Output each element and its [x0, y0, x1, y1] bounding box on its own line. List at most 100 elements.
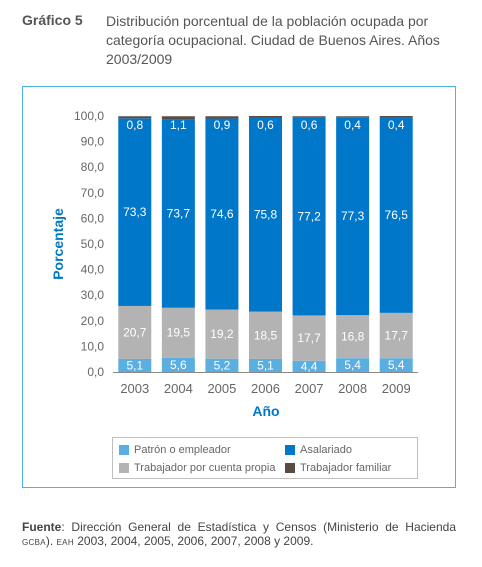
data-label: 5,1 — [257, 358, 274, 372]
legend-label: Asalariado — [300, 444, 352, 456]
x-tick-label: 2009 — [382, 381, 411, 396]
bar-segment — [205, 358, 239, 372]
data-label: 18,5 — [254, 328, 278, 342]
bar-segment — [118, 358, 152, 372]
source-gcba: GCBA — [22, 538, 46, 547]
source-label: Fuente — [22, 520, 62, 534]
x-axis-label: Año — [252, 403, 279, 419]
x-tick-label: 2004 — [164, 381, 193, 396]
y-tick-label: 40,0 — [81, 263, 105, 277]
data-label: 5,2 — [214, 358, 231, 372]
y-tick-label: 70,0 — [81, 186, 105, 200]
data-label: 0,8 — [126, 118, 143, 132]
bar-segment — [292, 116, 326, 118]
bar-segment — [379, 117, 413, 313]
data-label: 77,3 — [341, 209, 365, 223]
bar-segment — [205, 118, 239, 310]
data-label: 0,6 — [257, 118, 274, 132]
data-label: 4,4 — [301, 359, 318, 373]
data-label: 5,4 — [344, 358, 361, 372]
y-axis-ticks: 0,0 10,0 20,0 30,0 40,0 50,0 60,0 70,0 80,0 90,0 1… — [74, 109, 104, 379]
source-text-3: 2003, 2004, 2005, 2006, 2007, 2008 y 200… — [73, 534, 314, 548]
y-tick-label: 100,0 — [74, 109, 104, 123]
bar-segment — [292, 315, 326, 361]
bar-segment — [336, 315, 370, 359]
y-tick-label: 20,0 — [81, 314, 105, 328]
y-tick-label: 60,0 — [81, 211, 105, 225]
bar-segment — [118, 116, 152, 119]
data-label: 16,8 — [341, 330, 365, 344]
bar-segment — [249, 358, 282, 372]
legend-swatch — [119, 445, 129, 455]
bar-segment — [379, 312, 413, 359]
data-label: 0,4 — [344, 118, 361, 132]
data-label: 20,7 — [123, 325, 147, 339]
legend-label: Trabajador familiar — [300, 462, 392, 474]
bar-segment — [118, 305, 152, 359]
x-tick-label: 2007 — [295, 381, 324, 396]
source-text-1: : Dirección General de Estadística y Cen… — [61, 520, 456, 534]
data-label: 0,9 — [214, 118, 231, 132]
bar-segment — [249, 117, 282, 312]
source-eah: EAH — [56, 538, 74, 547]
x-tick-label: 2003 — [120, 381, 149, 396]
y-tick-label: 30,0 — [81, 288, 105, 302]
legend-item: Trabajador por cuenta propia — [119, 462, 275, 474]
legend-swatch — [119, 463, 129, 473]
x-axis-ticks: 2003 2004 2005 2006 2007 2008 2009 — [120, 381, 410, 396]
bar-segment — [161, 116, 195, 120]
bar-segment — [292, 117, 326, 316]
data-label: 75,8 — [254, 208, 278, 222]
bar-group: 5,1 20,7 73,3 0,8 5,6 19,5 73,7 1,1 5,2 19,2 74,6 0… — [118, 116, 413, 373]
data-label: 76,5 — [385, 208, 409, 222]
bar-segment — [249, 311, 282, 359]
y-tick-label: 90,0 — [81, 135, 105, 149]
data-label: 5,6 — [170, 358, 187, 372]
y-tick-label: 0,0 — [87, 365, 104, 379]
data-label: 17,7 — [297, 331, 321, 345]
y-tick-label: 50,0 — [81, 237, 105, 251]
bar-segment — [118, 118, 152, 306]
legend-swatch — [285, 463, 295, 473]
bar-segment — [205, 309, 239, 359]
data-label: 0,4 — [388, 118, 405, 132]
y-tick-label: 10,0 — [81, 339, 105, 353]
bar-segment — [336, 117, 370, 316]
bar-segment — [249, 116, 282, 118]
data-label: 19,2 — [210, 327, 234, 341]
chart-title: Distribución porcentual de la población … — [106, 13, 440, 67]
x-tick-label: 2006 — [251, 381, 280, 396]
data-label: 5,1 — [126, 358, 143, 372]
x-tick-label: 2005 — [207, 381, 236, 396]
x-tick-label: 2008 — [338, 381, 367, 396]
y-tick-label: 80,0 — [81, 160, 105, 174]
chart-frame — [22, 86, 456, 488]
data-label: 77,2 — [297, 210, 321, 224]
legend-label: Trabajador por cuenta propia — [134, 462, 276, 474]
bar-segment — [205, 116, 239, 119]
legend-swatch — [285, 445, 295, 455]
bar-segment — [379, 358, 413, 372]
y-axis-label: Porcentaje — [50, 208, 66, 280]
bar-segment — [336, 358, 370, 372]
bar-segment — [161, 307, 195, 358]
legend-label: Patrón o empleador — [134, 444, 231, 456]
source-text-2: ). — [45, 534, 57, 548]
data-label: 0,6 — [301, 118, 318, 132]
legend-item: Patrón o empleador — [119, 444, 231, 456]
bar-segment — [161, 357, 195, 372]
data-label: 19,5 — [167, 326, 191, 340]
data-label: 1,1 — [170, 118, 187, 132]
data-label: 17,7 — [385, 329, 409, 343]
chart-legend: Patrón o empleador Asalariado Trabajador p… — [112, 437, 418, 479]
bar-segment — [161, 119, 195, 308]
legend-item: Asalariado — [285, 444, 352, 456]
legend-item: Trabajador familiar — [285, 462, 391, 474]
data-label: 5,4 — [388, 358, 405, 372]
data-label: 73,3 — [123, 205, 147, 219]
data-label: 74,6 — [210, 207, 234, 221]
bar-segment — [336, 116, 370, 118]
source-note: Fuente: Dirección General de Estadística… — [22, 520, 456, 550]
bar-segment — [379, 116, 413, 118]
